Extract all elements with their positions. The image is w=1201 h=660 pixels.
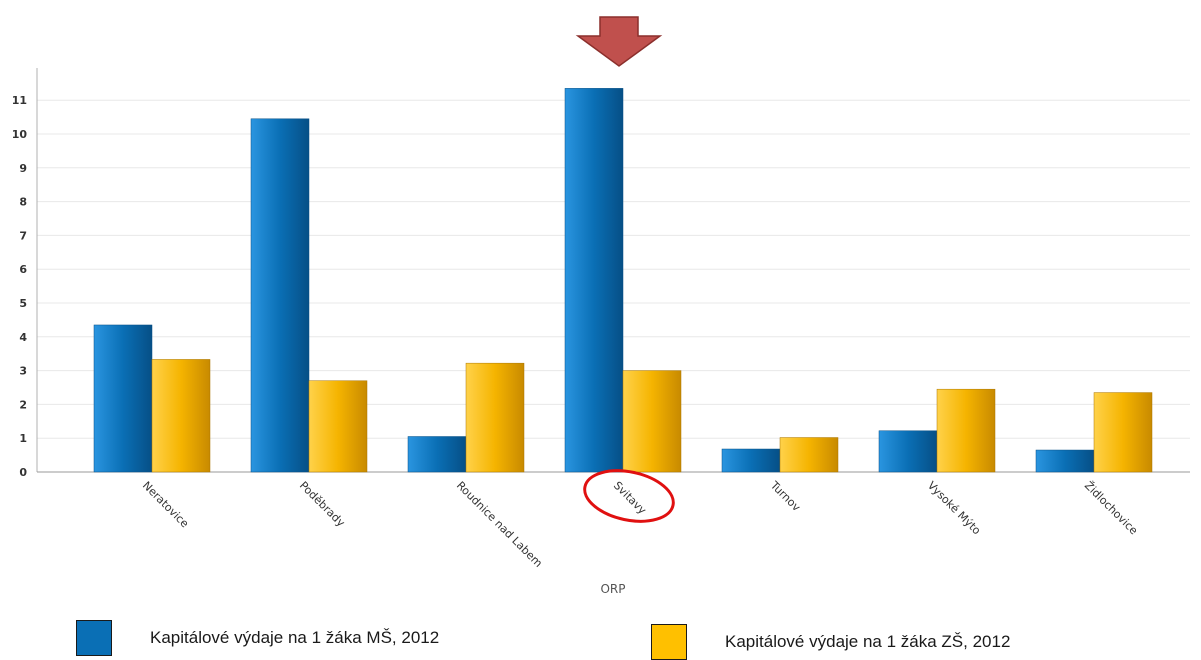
category-label: Židlochovice (1082, 479, 1140, 537)
bar-ms (564, 88, 624, 473)
category-label: Roudnice nad Labem (454, 479, 545, 570)
y-tick-label: 11 (12, 94, 27, 107)
y-tick-label: 10 (12, 128, 28, 141)
legend-label-ms: Kapitálové výdaje na 1 žáka MŠ, 2012 (150, 628, 440, 647)
legend-item-zs: Kapitálové výdaje na 1 žáka ZŠ, 2012 (651, 624, 1010, 660)
bar-zs (151, 359, 211, 473)
y-tick-label: 4 (19, 331, 27, 344)
bar-ms (878, 430, 938, 473)
bar-zs (308, 380, 368, 473)
legend-item-ms: Kapitálové výdaje na 1 žáka MŠ, 2012 (76, 620, 439, 656)
bars (93, 88, 1153, 473)
category-label: Neratovice (140, 479, 192, 531)
legend-swatch-zs (651, 624, 687, 660)
y-tick-label: 7 (19, 229, 27, 242)
bar-zs (779, 437, 839, 473)
bar-zs (622, 370, 682, 473)
bar-ms (93, 324, 153, 473)
category-label: Poděbrady (297, 479, 348, 530)
y-tick-label: 9 (19, 162, 27, 175)
legend-swatch-ms (76, 620, 112, 656)
y-tick-label: 2 (19, 398, 27, 411)
bar-zs (465, 362, 525, 473)
highlight-arrow (575, 16, 663, 67)
bar-ms (1035, 449, 1095, 473)
y-tick-label: 6 (19, 263, 27, 276)
bar-zs (936, 388, 996, 473)
category-label: Turnov (767, 478, 803, 514)
bar-zs (1093, 392, 1153, 473)
category-label: Svitavy (611, 479, 649, 517)
y-tick-label: 3 (19, 365, 27, 378)
y-tick-labels: 0 1 2 3 4 5 6 7 8 9 10 11 (12, 94, 28, 479)
bar-ms (407, 436, 467, 473)
x-axis-title: ORP (600, 582, 625, 596)
highlight-ellipse (583, 469, 675, 523)
y-tick-label: 8 (19, 196, 27, 209)
category-label: Vysoké Mýto (925, 479, 984, 538)
bar-ms (250, 118, 310, 473)
y-tick-label: 5 (19, 297, 27, 310)
bar-ms (721, 448, 781, 473)
y-tick-label: 0 (19, 466, 27, 479)
category-labels: Neratovice Poděbrady Roudnice nad Labem Svi… (140, 478, 1140, 570)
y-tick-label: 1 (19, 432, 27, 445)
legend-label-zs: Kapitálové výdaje na 1 žáka ZŠ, 2012 (725, 632, 1011, 651)
